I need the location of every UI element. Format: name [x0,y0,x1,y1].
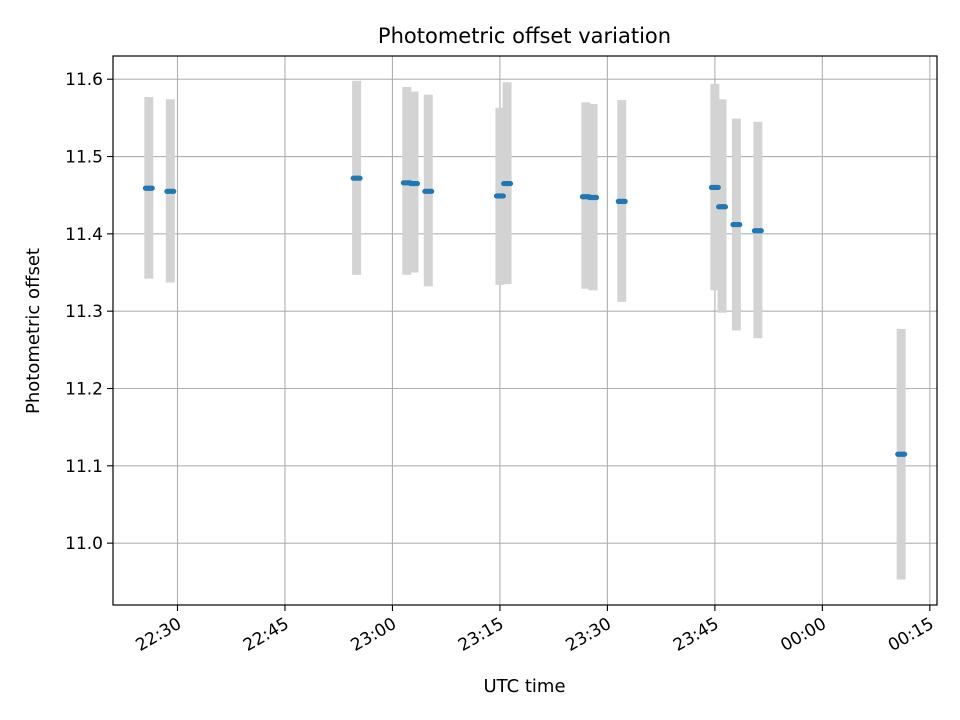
data-point [422,188,435,194]
data-point [493,193,506,199]
data-point [895,451,908,457]
data-point [708,184,721,191]
data-point [164,188,177,194]
data-point [142,185,155,191]
data-point [730,221,743,228]
data-point [501,180,514,187]
data-point [751,228,764,234]
y-axis-label: Photometric offset [23,248,44,414]
chart-title: Photometric offset variation [378,24,671,48]
y-tick-label: 11.4 [65,225,103,245]
y-tick-label: 11.1 [65,457,103,477]
x-axis-label: UTC time [483,676,565,697]
y-tick-label: 11.5 [65,148,103,168]
y-tick-label: 11.2 [65,379,103,399]
data-point [350,175,363,181]
data-point [716,204,729,210]
data-point [615,198,628,204]
plot-frame [112,55,938,606]
y-tick-label: 11.0 [65,534,103,554]
data-point [587,194,600,201]
data-points [142,175,908,457]
y-tick-label: 11.6 [65,70,103,90]
y-tick-label: 11.3 [65,302,103,322]
data-point [407,180,420,187]
